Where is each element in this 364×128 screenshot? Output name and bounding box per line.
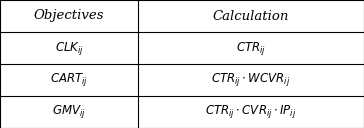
Text: $CTR_{ij} \cdot CVR_{ij} \cdot IP_{ij}$: $CTR_{ij} \cdot CVR_{ij} \cdot IP_{ij}$ bbox=[205, 104, 297, 120]
Text: $CART_{ij}$: $CART_{ij}$ bbox=[50, 72, 88, 88]
Text: $CTR_{ij} \cdot WCVR_{ij}$: $CTR_{ij} \cdot WCVR_{ij}$ bbox=[211, 72, 291, 88]
Text: Calculation: Calculation bbox=[213, 9, 289, 23]
Text: Objectives: Objectives bbox=[34, 9, 104, 23]
Text: $CTR_{ij}$: $CTR_{ij}$ bbox=[236, 40, 266, 56]
Text: $CLK_{ij}$: $CLK_{ij}$ bbox=[55, 40, 84, 56]
Text: $GMV_{ij}$: $GMV_{ij}$ bbox=[52, 104, 86, 120]
